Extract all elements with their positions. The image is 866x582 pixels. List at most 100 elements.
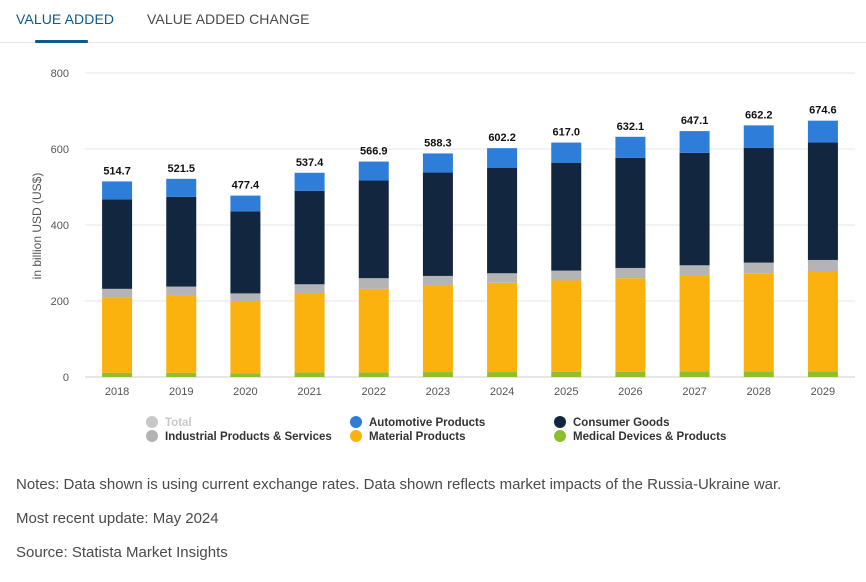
bar-segment[interactable] bbox=[743, 125, 774, 148]
x-tick-label: 2020 bbox=[233, 386, 257, 398]
legend-label-total: Total bbox=[165, 417, 192, 429]
legend-item-medical[interactable]: Medical Devices & Products bbox=[554, 430, 726, 443]
bar-segment[interactable] bbox=[807, 259, 838, 271]
bar-segment[interactable] bbox=[294, 190, 325, 285]
bar-segment[interactable] bbox=[615, 267, 646, 279]
legend-dot-medical bbox=[554, 430, 566, 442]
bar-segment[interactable] bbox=[358, 180, 389, 279]
x-tick-label: 2024 bbox=[490, 386, 514, 398]
bar-segment[interactable] bbox=[166, 196, 197, 287]
bar-segment[interactable] bbox=[807, 371, 838, 377]
bar-segment[interactable] bbox=[422, 153, 453, 173]
bar-segment[interactable] bbox=[679, 371, 710, 377]
total-data-label: 588.3 bbox=[424, 137, 452, 149]
bar-segment[interactable] bbox=[102, 372, 133, 377]
bar-segment[interactable] bbox=[294, 172, 325, 191]
bar-segment[interactable] bbox=[230, 195, 261, 212]
x-tick-label: 2027 bbox=[682, 386, 706, 398]
bar-segment[interactable] bbox=[807, 270, 838, 372]
bar-segment[interactable] bbox=[615, 157, 646, 268]
y-tick-label: 600 bbox=[51, 144, 69, 156]
bar-segment[interactable] bbox=[551, 270, 582, 281]
bar-segment[interactable] bbox=[487, 282, 518, 373]
bar-segment[interactable] bbox=[358, 278, 389, 289]
legend-label-automotive: Automotive Products bbox=[369, 417, 486, 429]
bar-segment[interactable] bbox=[615, 278, 646, 372]
x-tick-label: 2023 bbox=[426, 386, 450, 398]
bar-segment[interactable] bbox=[102, 288, 133, 298]
x-tick-label: 2025 bbox=[554, 386, 578, 398]
tab-value-added-change[interactable]: VALUE ADDED CHANGE bbox=[147, 11, 310, 27]
bar-segment[interactable] bbox=[166, 372, 197, 377]
bar-segment[interactable] bbox=[615, 136, 646, 158]
bar-segment[interactable] bbox=[743, 262, 774, 274]
bar-segment[interactable] bbox=[679, 275, 710, 372]
legend-item-industrial[interactable]: Industrial Products & Services bbox=[146, 430, 332, 443]
legend-item-total[interactable]: Total bbox=[146, 416, 192, 429]
bar-segment[interactable] bbox=[679, 131, 710, 153]
bar-segment[interactable] bbox=[743, 273, 774, 372]
legend-label-material: Material Products bbox=[369, 431, 466, 443]
bar-segment[interactable] bbox=[551, 162, 582, 271]
bar-segment[interactable] bbox=[230, 301, 261, 374]
x-tick-label: 2022 bbox=[362, 386, 386, 398]
bar-segment[interactable] bbox=[166, 294, 197, 373]
bar-segment[interactable] bbox=[422, 172, 453, 276]
bar-segment[interactable] bbox=[487, 372, 518, 377]
legend-item-consumer[interactable]: Consumer Goods bbox=[554, 416, 669, 429]
bar-segment[interactable] bbox=[358, 372, 389, 377]
bar-segment[interactable] bbox=[358, 288, 389, 373]
total-labels: 514.7 521.5 477.4 537.4 566.9 588.3 602.2 617.0… bbox=[103, 105, 836, 192]
bar-segment[interactable] bbox=[487, 273, 518, 283]
bar-segment[interactable] bbox=[743, 147, 774, 263]
bar-segment[interactable] bbox=[294, 284, 325, 294]
chart-legend: Total Automotive Products Consumer Goods… bbox=[0, 416, 866, 448]
bar-segment[interactable] bbox=[679, 265, 710, 276]
legend-label-medical: Medical Devices & Products bbox=[573, 431, 727, 443]
bar-segment[interactable] bbox=[102, 297, 133, 373]
bar-segment[interactable] bbox=[230, 373, 261, 377]
bar-segment[interactable] bbox=[102, 199, 133, 289]
bar-segment[interactable] bbox=[294, 372, 325, 377]
notes-text: Notes: Data shown is using current excha… bbox=[16, 476, 782, 493]
total-data-label: 662.2 bbox=[745, 109, 773, 121]
chart-grid bbox=[85, 72, 855, 378]
bar-segment[interactable] bbox=[551, 371, 582, 377]
x-tick-label: 2028 bbox=[747, 386, 771, 398]
y-axis-ticks: 0 200 400 600 800 bbox=[51, 68, 69, 384]
bar-segment[interactable] bbox=[422, 275, 453, 286]
bar-segment[interactable] bbox=[807, 142, 838, 260]
y-tick-label: 0 bbox=[63, 372, 69, 384]
legend-item-material[interactable]: Material Products bbox=[350, 430, 466, 443]
bar-segment[interactable] bbox=[743, 371, 774, 377]
legend-label-consumer: Consumer Goods bbox=[573, 417, 670, 429]
legend-dot-consumer bbox=[554, 416, 566, 428]
tab-value-added[interactable]: VALUE ADDED bbox=[16, 11, 115, 27]
bar-segment[interactable] bbox=[679, 152, 710, 266]
legend-item-automotive[interactable]: Automotive Products bbox=[350, 416, 485, 429]
total-data-label: 521.5 bbox=[167, 163, 195, 175]
bar-segment[interactable] bbox=[551, 142, 582, 163]
bar-segment[interactable] bbox=[166, 178, 197, 197]
bar-segment[interactable] bbox=[422, 372, 453, 377]
bar-segment[interactable] bbox=[487, 148, 518, 168]
x-tick-label: 2029 bbox=[811, 386, 835, 398]
bar-segment[interactable] bbox=[422, 285, 453, 373]
y-tick-label: 400 bbox=[51, 220, 69, 232]
bar-segment[interactable] bbox=[615, 371, 646, 377]
bar-segment[interactable] bbox=[358, 161, 389, 181]
legend-dot-total bbox=[146, 416, 158, 428]
bar-segment[interactable] bbox=[230, 211, 261, 294]
y-tick-label: 200 bbox=[51, 296, 69, 308]
total-data-label: 632.1 bbox=[617, 121, 645, 133]
bar-segment[interactable] bbox=[551, 280, 582, 372]
bar-segment[interactable] bbox=[230, 293, 261, 301]
update-text: Most recent update: May 2024 bbox=[16, 510, 219, 527]
bar-segment[interactable] bbox=[166, 286, 197, 295]
bar-segment[interactable] bbox=[807, 120, 838, 143]
x-tick-label: 2026 bbox=[618, 386, 642, 398]
legend-dot-automotive bbox=[350, 416, 362, 428]
bar-segment[interactable] bbox=[487, 168, 518, 274]
bar-segment[interactable] bbox=[102, 181, 133, 200]
bar-segment[interactable] bbox=[294, 293, 325, 373]
